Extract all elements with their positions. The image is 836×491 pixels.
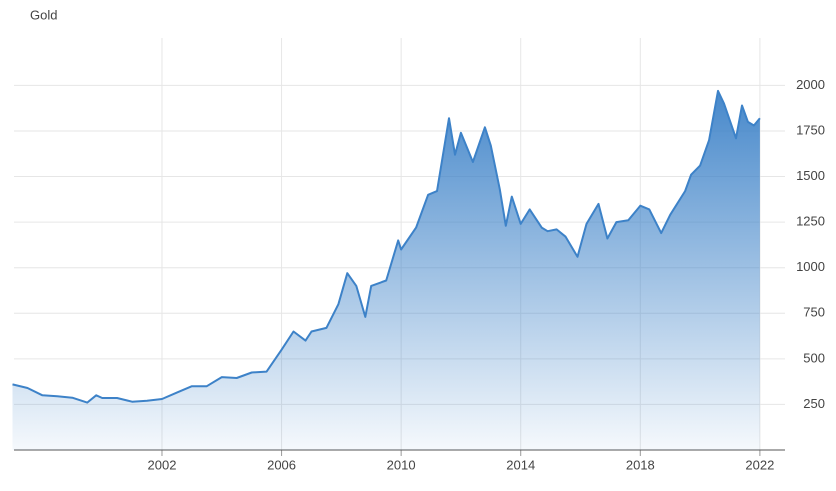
- x-tick-label: 2002: [148, 457, 177, 472]
- y-tick-label: 750: [803, 305, 825, 320]
- x-tick-label: 2022: [745, 457, 774, 472]
- y-tick-label: 2000: [796, 77, 825, 92]
- y-tick-label: 1000: [796, 259, 825, 274]
- x-tick-label: 2010: [387, 457, 416, 472]
- x-tick-label: 2006: [267, 457, 296, 472]
- y-tick-label: 1250: [796, 214, 825, 229]
- x-tick-label: 2014: [506, 457, 535, 472]
- y-tick-label: 250: [803, 396, 825, 411]
- line: [12, 89, 761, 404]
- y-tick-label: 500: [803, 350, 825, 365]
- x-tick-label: 2018: [626, 457, 655, 472]
- y-tick-label: 1750: [796, 122, 825, 137]
- area: [12, 90, 760, 451]
- y-tick-label: 1500: [796, 168, 825, 183]
- chart-title: Gold: [30, 7, 57, 22]
